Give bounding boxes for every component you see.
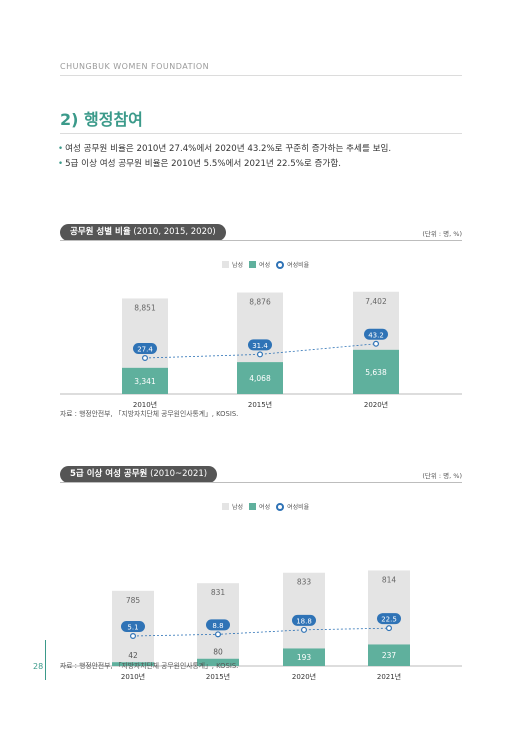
ratio-line [132, 627, 390, 637]
chart-title-rule [60, 240, 462, 241]
ratio-label: 22.5 [381, 616, 397, 624]
ratio-point [386, 625, 393, 632]
legend-ratio-marker-icon [276, 260, 285, 269]
legend-swatch-female [249, 261, 257, 268]
chart-source: 자료 : 행정안전부, 「지방자치단체 공무원인사통계」, KOSIS. [60, 662, 239, 670]
ratio-point [301, 626, 308, 633]
legend-swatch-male [222, 503, 229, 510]
legend-item-female: 여성 [249, 260, 270, 269]
legend-item-ratio: 여성비율 [276, 502, 309, 511]
bar-male [237, 292, 283, 363]
bar-female [112, 662, 154, 666]
category-label: 2020년 [364, 400, 388, 409]
label-male: 831 [211, 588, 226, 597]
category-label: 2015년 [248, 400, 272, 409]
label-female: 5,638 [365, 368, 387, 377]
legend-item-female: 여성 [249, 502, 270, 511]
bar-female [353, 349, 399, 394]
section-divider [60, 133, 462, 134]
label-female: 237 [382, 651, 397, 660]
summary-bullet: • 여성 공무원 비율은 2010년 27.4%에서 2020년 43.2%로 꾸… [58, 144, 392, 154]
ratio-point [373, 340, 380, 347]
legend-item-male: 남성 [222, 502, 243, 511]
legend-ratio-marker-icon [276, 502, 285, 511]
ratio-label-badge [206, 619, 230, 631]
label-male: 833 [297, 578, 312, 587]
bar-female [122, 367, 168, 394]
summary-bullets: • 여성 공무원 비율은 2010년 27.4%에서 2020년 43.2%로 꾸… [58, 142, 391, 172]
page-marker [45, 640, 46, 680]
ratio-label: 8.8 [212, 622, 223, 630]
chart-legend: 남성 여성 여성비율 [222, 502, 309, 511]
chart-source: 자료 : 행정안전부, 「지방자치단체 공무원인사통계」, KOSIS. [60, 410, 239, 418]
label-male: 8,876 [249, 298, 271, 307]
category-label: 2010년 [121, 672, 145, 681]
label-female: 3,341 [134, 377, 156, 386]
ratio-point [141, 354, 148, 361]
label-female: 193 [297, 653, 312, 662]
ratio-label: 5.1 [127, 624, 138, 632]
bar-female [368, 644, 410, 666]
label-female: 80 [213, 648, 223, 657]
bar-female [283, 648, 325, 666]
ratio-point [129, 632, 136, 639]
category-label: 2010년 [133, 400, 157, 409]
ratio-line [144, 343, 377, 359]
label-male: 785 [126, 596, 141, 605]
chart-unit: (단위 : 명, %) [422, 230, 462, 238]
ratio-label-badge [292, 614, 316, 626]
ratio-label: 43.2 [368, 331, 384, 339]
chart-gender-ratio: 공무원 성별 비율 (2010, 2015, 2020) (단위 : 명, %)… [60, 224, 462, 424]
summary-bullet: • 5급 이상 여성 공무원 비율은 2010년 5.5%에서 2021년 22.… [58, 159, 341, 169]
ratio-point [257, 351, 264, 358]
bar-female [197, 658, 239, 666]
ratio-label: 27.4 [137, 346, 153, 354]
chart-senior-female-officials: 5급 이상 여성 공무원 (2010~2021) (단위 : 명, %) 남성 … [60, 466, 462, 681]
chart-title: 5급 이상 여성 공무원 (2010~2021) [60, 466, 218, 483]
bar-male [353, 291, 399, 350]
category-label: 2015년 [206, 672, 230, 681]
chart-title: 공무원 성별 비율 (2010, 2015, 2020) [60, 224, 226, 241]
category-label: 2021년 [377, 672, 401, 681]
bullet-icon: • [58, 159, 64, 169]
legend-item-male: 남성 [222, 260, 243, 269]
label-male: 8,851 [134, 303, 156, 312]
label-male: 814 [382, 575, 397, 584]
legend-item-ratio: 여성비율 [276, 260, 309, 269]
bar-male [368, 570, 410, 645]
ratio-point [215, 631, 222, 638]
chart-unit: (단위 : 명, %) [422, 472, 462, 480]
ratio-label-badge [248, 339, 272, 351]
page-number: 28 [33, 662, 44, 671]
category-label: 2020년 [292, 672, 316, 681]
label-female: 42 [128, 651, 138, 660]
legend-swatch-female [249, 503, 257, 510]
chart-plot: 785 42 2010년 831 80 2015년 833 193 2020년 814 237 202… [60, 570, 462, 681]
label-male: 7,402 [365, 297, 387, 306]
ratio-label: 31.4 [252, 342, 268, 350]
ratio-label-badge [377, 613, 401, 625]
ratio-label-badge [364, 328, 388, 340]
bullet-icon: • [58, 144, 64, 154]
section-title: 2) 행정참여 [60, 110, 143, 129]
chart-legend: 남성 여성 여성비율 [222, 260, 309, 269]
organization-name: CHUNGBUK WOMEN FOUNDATION [60, 62, 210, 71]
label-female: 4,068 [249, 374, 271, 383]
ratio-label: 18.8 [296, 617, 312, 625]
ratio-label-badge [133, 343, 157, 354]
chart-plot: 8,851 3,341 2010년 8,876 4,068 2015년 7,402 5,638… [60, 291, 462, 409]
bar-female [237, 362, 283, 394]
ratio-label-badge [121, 621, 145, 632]
chart-title-rule [60, 482, 462, 483]
bar-male [283, 572, 325, 649]
header-divider [60, 75, 462, 76]
legend-swatch-male [222, 261, 229, 268]
